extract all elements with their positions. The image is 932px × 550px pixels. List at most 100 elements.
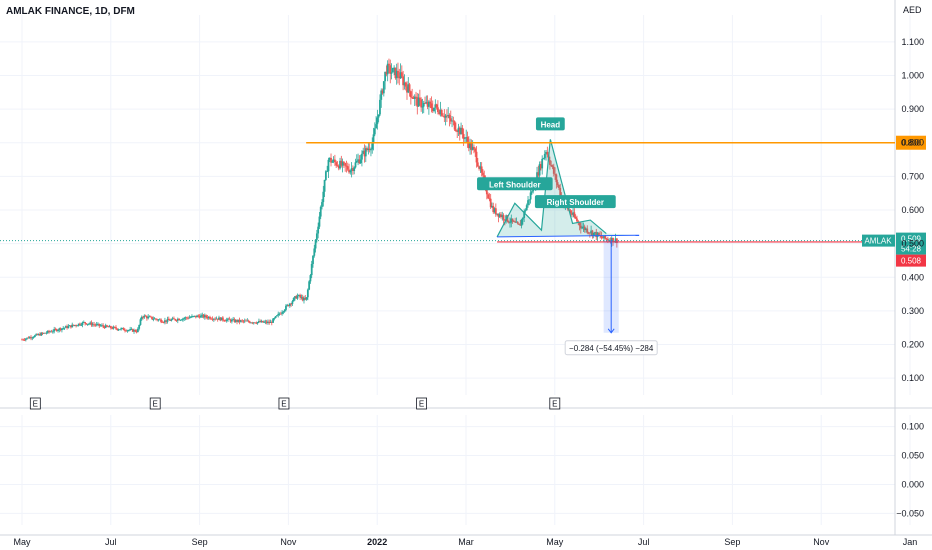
time-axis[interactable]: May Jul Sep Nov 2022 Mar May Jul Sep Nov Jan bbox=[13, 537, 917, 547]
candle-body bbox=[212, 318, 215, 320]
candle-body bbox=[194, 315, 197, 318]
candle-body bbox=[376, 117, 379, 125]
candle-body bbox=[267, 321, 269, 323]
last-price-value: 0.509 bbox=[901, 235, 922, 244]
candle-body bbox=[149, 316, 152, 318]
candle-body bbox=[62, 328, 65, 329]
candle-body bbox=[469, 142, 471, 149]
candle-body bbox=[515, 221, 518, 223]
price-tick-label: 0.600 bbox=[901, 205, 924, 215]
candle-body bbox=[58, 328, 61, 331]
candle-body bbox=[238, 319, 241, 322]
candle-body bbox=[496, 213, 499, 215]
chart-title: AMLAK FINANCE, 1D, DFM bbox=[6, 6, 135, 17]
candle-body bbox=[476, 162, 479, 167]
candle-body bbox=[167, 318, 170, 321]
candle-body bbox=[416, 97, 419, 107]
candle-body bbox=[209, 316, 211, 319]
bar-countdown: 54:28 bbox=[901, 245, 922, 254]
resistance-price-label: 0.800 bbox=[901, 139, 922, 148]
candle-body bbox=[310, 264, 313, 276]
candle-body bbox=[274, 316, 277, 318]
candle-body bbox=[138, 324, 141, 329]
candle-body bbox=[381, 90, 384, 94]
candle-body bbox=[247, 320, 250, 322]
head-and-shoulders-pattern[interactable]: Left Shoulder Head Right Shoulder bbox=[477, 117, 640, 238]
candle-body bbox=[460, 127, 462, 135]
candle-body bbox=[447, 115, 450, 117]
time-tick-label: Jan bbox=[903, 537, 918, 547]
candle-body bbox=[88, 323, 90, 325]
candle-body bbox=[147, 316, 150, 319]
label-right-shoulder-bg bbox=[534, 195, 616, 209]
candle-body bbox=[144, 315, 147, 317]
candle-body bbox=[148, 316, 151, 318]
candle-body bbox=[502, 215, 505, 220]
candle-body bbox=[75, 325, 77, 326]
candle-body bbox=[597, 232, 600, 236]
time-tick-label: Mar bbox=[458, 537, 474, 547]
currency-label: AED bbox=[903, 5, 922, 15]
candle-body bbox=[197, 315, 200, 317]
candle-body bbox=[500, 214, 502, 218]
candle-body bbox=[210, 318, 213, 320]
candle-body bbox=[272, 318, 274, 323]
candle-body bbox=[153, 318, 156, 320]
candle-body bbox=[540, 164, 542, 169]
candle-body bbox=[461, 127, 464, 135]
candle-body bbox=[79, 323, 81, 325]
candle-body bbox=[27, 337, 30, 339]
candle-body bbox=[178, 318, 180, 321]
candle-body bbox=[134, 330, 137, 332]
candle-body bbox=[237, 319, 240, 322]
candle-body bbox=[418, 97, 421, 100]
candle-body bbox=[398, 76, 401, 79]
price-axis[interactable]: 1.100 1.000 0.900 0.800 0.700 0.600 0.500 0.400… bbox=[901, 37, 924, 383]
candle-body bbox=[397, 70, 399, 77]
candle-body bbox=[191, 316, 193, 318]
candle-body bbox=[166, 318, 169, 322]
candle-body bbox=[326, 171, 329, 173]
indicator-axis[interactable]: 0.100 0.050 0.000 −0.050 bbox=[896, 422, 924, 519]
price-tick-label: 1.000 bbox=[901, 70, 924, 80]
candle-body bbox=[579, 225, 582, 229]
candle-body bbox=[576, 218, 578, 222]
candle-body bbox=[104, 325, 107, 328]
candle-body bbox=[179, 319, 182, 321]
projection-tool[interactable]: −0.284 (−54.45%) −284 bbox=[564, 240, 658, 356]
candle-body bbox=[514, 221, 517, 223]
candle-body bbox=[305, 297, 308, 300]
candle-body bbox=[233, 319, 236, 322]
candle-body bbox=[21, 339, 23, 341]
candle-body bbox=[260, 320, 263, 323]
candle-body bbox=[315, 233, 318, 240]
candle-body bbox=[291, 301, 294, 304]
candle-body bbox=[384, 71, 387, 82]
candle-body bbox=[586, 228, 589, 233]
candle-body bbox=[493, 208, 496, 213]
time-tick-label: Jul bbox=[638, 537, 650, 547]
pattern-outline bbox=[496, 139, 607, 238]
candle-body bbox=[361, 153, 363, 160]
candle-body bbox=[70, 325, 72, 328]
candle-body bbox=[368, 148, 371, 150]
candle-body bbox=[161, 321, 164, 323]
candle-body bbox=[171, 318, 174, 320]
candle-body bbox=[57, 330, 59, 331]
candle-body bbox=[541, 158, 544, 169]
candle-body bbox=[183, 318, 186, 320]
candle-body bbox=[612, 237, 614, 243]
candle-body bbox=[596, 232, 599, 238]
candle-body bbox=[430, 103, 433, 109]
candle-body bbox=[22, 339, 25, 341]
candle-body bbox=[439, 110, 442, 115]
candle-body bbox=[331, 161, 334, 163]
candle-body bbox=[203, 315, 206, 318]
price-tick-label: 0.200 bbox=[901, 340, 924, 350]
candle-body bbox=[86, 323, 89, 325]
candle-body bbox=[377, 114, 380, 118]
candle-body bbox=[143, 315, 146, 318]
